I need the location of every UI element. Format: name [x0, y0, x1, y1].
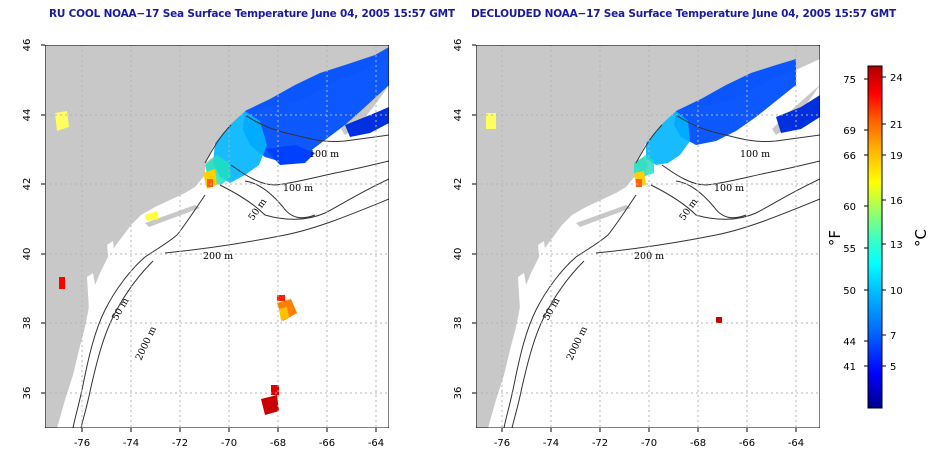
right-x-axis	[501, 428, 797, 432]
temperature-colorbar: 75 69 66 60 55 50 44 41 24 21 19 16 13 1…	[826, 58, 946, 418]
fahrenheit-tick-label: 69	[843, 126, 856, 137]
raw-sst-map: 100 m 100 m 50 m 200 m 50 m 2000 m	[44, 44, 390, 429]
x-tick-label: -70	[641, 438, 657, 449]
x-tick-label: -72	[592, 438, 608, 449]
left-x-axis	[81, 428, 377, 432]
x-tick-label: -74	[123, 438, 139, 449]
x-tick-label: -76	[74, 438, 90, 449]
delaware-bay	[107, 241, 115, 265]
long-island	[145, 205, 200, 227]
y-tick-label: 40	[22, 248, 33, 261]
y-tick-label: 38	[453, 317, 464, 330]
fahrenheit-tick-label: 75	[843, 75, 856, 86]
sst-overlay	[55, 47, 389, 415]
land-mass	[476, 45, 820, 428]
celsius-ticks	[882, 76, 886, 367]
celsius-tick-label: 16	[890, 196, 903, 207]
y-tick-label: 36	[453, 387, 464, 400]
x-tick-label: -76	[494, 438, 510, 449]
fahrenheit-unit-label: °F	[826, 230, 844, 246]
contour-label-100m: 100 m	[283, 183, 313, 194]
y-tick-label: 46	[453, 39, 464, 52]
fahrenheit-tick-label: 50	[843, 286, 856, 297]
fahrenheit-ticks	[864, 78, 868, 367]
chesapeake-bay	[85, 273, 97, 345]
celsius-tick-label: 5	[890, 362, 896, 373]
celsius-tick-label: 19	[890, 151, 903, 162]
celsius-tick-label: 13	[890, 240, 903, 251]
chesapeake-bay	[516, 273, 528, 345]
fahrenheit-tick-label: 55	[843, 244, 856, 255]
x-tick-label: -70	[221, 438, 237, 449]
contour-label-200m: 200 m	[203, 251, 233, 262]
celsius-tick-label: 7	[890, 331, 896, 342]
right-map-title: DECLOUDED NOAA−17 Sea Surface Temperatur…	[471, 8, 896, 20]
left-y-axis	[41, 44, 45, 394]
colorbar-gradient	[867, 65, 883, 409]
x-tick-label: -64	[788, 438, 804, 449]
fahrenheit-tick-label: 66	[843, 151, 856, 162]
x-tick-label: -68	[690, 438, 706, 449]
colorbar-graphic: 75 69 66 60 55 50 44 41 24 21 19 16 13 1…	[826, 65, 930, 409]
contour-label-100m: 100 m	[309, 149, 339, 160]
y-tick-label: 46	[22, 39, 33, 52]
x-tick-label: -64	[368, 438, 384, 449]
graticule	[476, 45, 820, 428]
bathymetry-contours	[72, 114, 390, 429]
fahrenheit-tick-label: 60	[843, 202, 856, 213]
x-tick-label: -74	[543, 438, 559, 449]
delaware-bay	[538, 241, 546, 265]
declouded-sst-map: 100 m 100 m 50 m 200 m 50 m 2000 m	[475, 44, 821, 429]
left-map-title: RU COOL NOAA−17 Sea Surface Temperature …	[49, 8, 455, 20]
celsius-unit-label: °C	[912, 229, 930, 247]
y-tick-label: 44	[22, 109, 33, 122]
fahrenheit-tick-label: 44	[843, 337, 856, 348]
graticule	[45, 45, 389, 428]
long-island	[576, 205, 631, 227]
celsius-tick-label: 24	[890, 73, 903, 84]
fahrenheit-tick-label: 41	[843, 362, 856, 373]
declouded-sst-map-panel: 100 m 100 m 50 m 200 m 50 m 2000 m	[475, 44, 821, 429]
y-tick-label: 38	[22, 317, 33, 330]
contour-label-200m: 200 m	[634, 251, 664, 262]
contour-label-100m: 100 m	[714, 183, 744, 194]
x-tick-label: -68	[270, 438, 286, 449]
contour-label-100m: 100 m	[740, 149, 770, 160]
y-tick-label: 40	[453, 248, 464, 261]
celsius-tick-label: 21	[890, 120, 903, 131]
x-tick-label: -66	[739, 438, 755, 449]
x-tick-label: -72	[172, 438, 188, 449]
right-y-axis	[472, 44, 476, 394]
y-tick-label: 42	[453, 178, 464, 191]
x-tick-label: -66	[319, 438, 335, 449]
raw-sst-map-panel: 100 m 100 m 50 m 200 m 50 m 2000 m	[44, 44, 390, 429]
y-tick-label: 42	[22, 178, 33, 191]
y-tick-label: 44	[453, 109, 464, 122]
celsius-tick-label: 10	[890, 286, 903, 297]
y-tick-label: 36	[22, 387, 33, 400]
